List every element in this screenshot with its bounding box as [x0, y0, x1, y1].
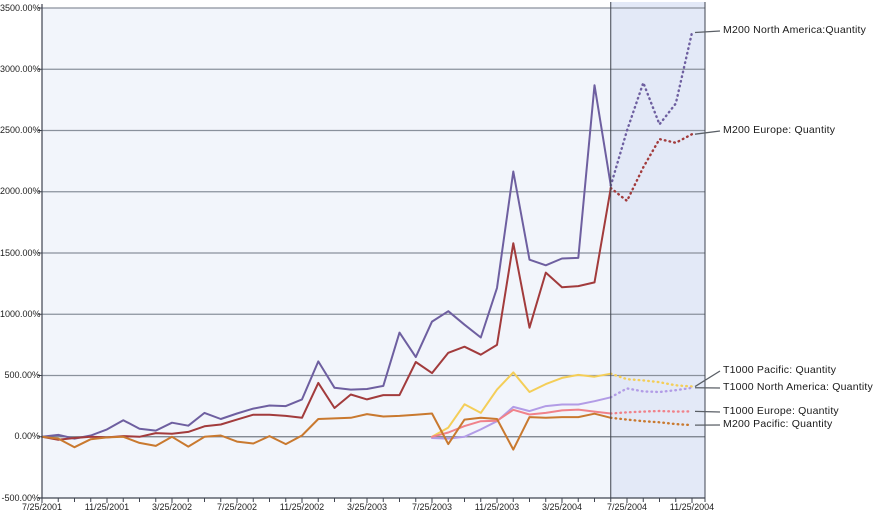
series-forecast-4 — [609, 409, 694, 415]
y-axis-tick-label: 2000.00% — [0, 186, 41, 197]
series-forecast-3 — [609, 386, 694, 399]
x-axis-tick-label: 7/25/2003 — [411, 502, 453, 512]
series-label-5: M200 Pacific: Quantity — [723, 418, 833, 430]
series-forecast-2 — [609, 372, 694, 388]
series-label-0: M200 North America:Quantity — [723, 24, 867, 36]
x-axis-tick-label: 11/25/2001 — [84, 502, 130, 512]
series-forecast-5 — [609, 416, 694, 427]
label-connectors — [694, 30, 721, 426]
x-axis-tick-label: 11/25/2002 — [279, 502, 325, 512]
series-history-2 — [431, 371, 612, 438]
series-history-3 — [431, 396, 612, 440]
x-axis-tick-label: 11/25/2003 — [474, 502, 520, 512]
series-label-3: T1000 North America: Quantity — [723, 381, 873, 393]
series-history-0 — [41, 84, 612, 440]
series-history-5 — [41, 412, 612, 451]
y-axis-tick-label: 2500.00% — [0, 125, 41, 135]
series-history-1 — [41, 187, 612, 441]
x-axis-tick-label: 11/25/2004 — [669, 502, 715, 512]
connector-line-0 — [694, 30, 721, 34]
series-label-2: T1000 Pacific: Quantity — [723, 364, 837, 376]
y-axis-tick-label: 1000.00% — [0, 308, 41, 319]
gridlines — [42, 7, 705, 438]
series-forecast-1 — [609, 132, 694, 203]
x-axis-tick-label: 7/25/2001 — [21, 502, 63, 512]
series-lines — [41, 31, 694, 451]
series-forecast-0 — [609, 31, 694, 187]
connector-line-2 — [694, 370, 721, 388]
x-axis-tick-label: 3/25/2004 — [541, 502, 583, 512]
y-axis-tick-label: 500.00% — [4, 370, 40, 380]
x-axis-tick-label: 3/25/2002 — [151, 502, 193, 512]
connector-line-4 — [694, 410, 721, 413]
series-label-4: T1000 Europe: Quantity — [723, 405, 839, 417]
plot-background — [42, 2, 705, 498]
x-axis-tick-label: 3/25/2003 — [346, 502, 388, 512]
series-label-1: M200 Europe: Quantity — [723, 124, 836, 136]
y-axis-tick-label: -500.00% — [1, 492, 40, 503]
axes — [38, 2, 706, 503]
y-axis-tick-label: 0.00% — [14, 431, 40, 442]
series-history-4 — [431, 408, 612, 438]
connector-line-1 — [694, 130, 721, 135]
x-axis-tick-label: 7/25/2004 — [606, 502, 648, 512]
forecast-region — [610, 2, 705, 498]
x-axis-tick-label: 7/25/2002 — [216, 502, 258, 512]
y-axis-tick-label: 3000.00% — [0, 63, 41, 74]
y-axis-tick-label: 3500.00% — [0, 2, 41, 13]
y-axis-tick-label: 1500.00% — [0, 247, 41, 258]
